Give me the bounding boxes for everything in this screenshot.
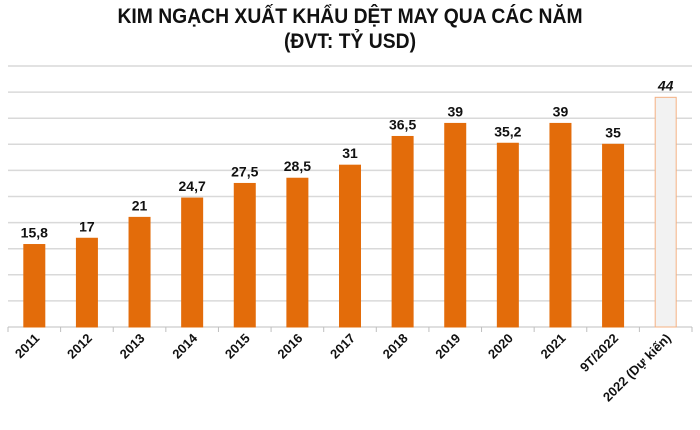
x-tick-label: 2015	[222, 331, 253, 362]
x-tick-label: 2014	[169, 330, 201, 362]
bar	[602, 143, 625, 328]
x-tick-label: 2018	[380, 331, 411, 362]
bar	[339, 164, 361, 328]
forecast-bar	[654, 96, 677, 328]
data-label: 39	[447, 103, 463, 119]
bar	[391, 135, 414, 328]
x-tick-label: 2021	[538, 331, 569, 362]
bar	[444, 122, 467, 328]
chart-title-main: KIM NGẠCH XUẤT KHẨU DỆT MAY QUA CÁC NĂM	[117, 5, 583, 28]
chart-title: KIM NGẠCH XUẤT KHẨU DỆT MAY QUA CÁC NĂM …	[28, 4, 672, 54]
data-label: 21	[132, 197, 148, 213]
data-label: 35,2	[494, 123, 521, 139]
data-label: 36,5	[389, 116, 416, 132]
data-label: 35	[605, 124, 621, 140]
data-label: 27,5	[231, 163, 258, 179]
bar	[286, 177, 309, 328]
data-label: 28,5	[284, 158, 311, 174]
x-tick-label: 2011	[12, 331, 43, 362]
data-label: 17	[79, 218, 95, 234]
bar	[496, 142, 519, 328]
data-label: 44	[657, 77, 674, 93]
bar	[233, 182, 256, 328]
bar	[75, 237, 98, 328]
data-label: 31	[342, 145, 358, 161]
x-tick-label: 2013	[117, 331, 148, 362]
x-tick-label: 9T/2022	[577, 331, 621, 375]
bar	[181, 197, 204, 328]
x-tick-label: 2016	[274, 331, 305, 362]
data-label: 15,8	[21, 225, 48, 241]
x-tick-label: 2019	[432, 331, 463, 362]
x-tick-label: 2020	[485, 331, 516, 362]
bar	[128, 216, 151, 328]
x-tick-label: 2017	[327, 331, 358, 362]
data-label: 39	[553, 103, 569, 119]
data-label: 24,7	[179, 178, 206, 194]
chart-subtitle: (ĐVT: TỶ USD)	[283, 30, 417, 53]
x-tick-label: 2012	[64, 331, 95, 362]
bar	[23, 244, 46, 328]
bar	[549, 122, 572, 328]
